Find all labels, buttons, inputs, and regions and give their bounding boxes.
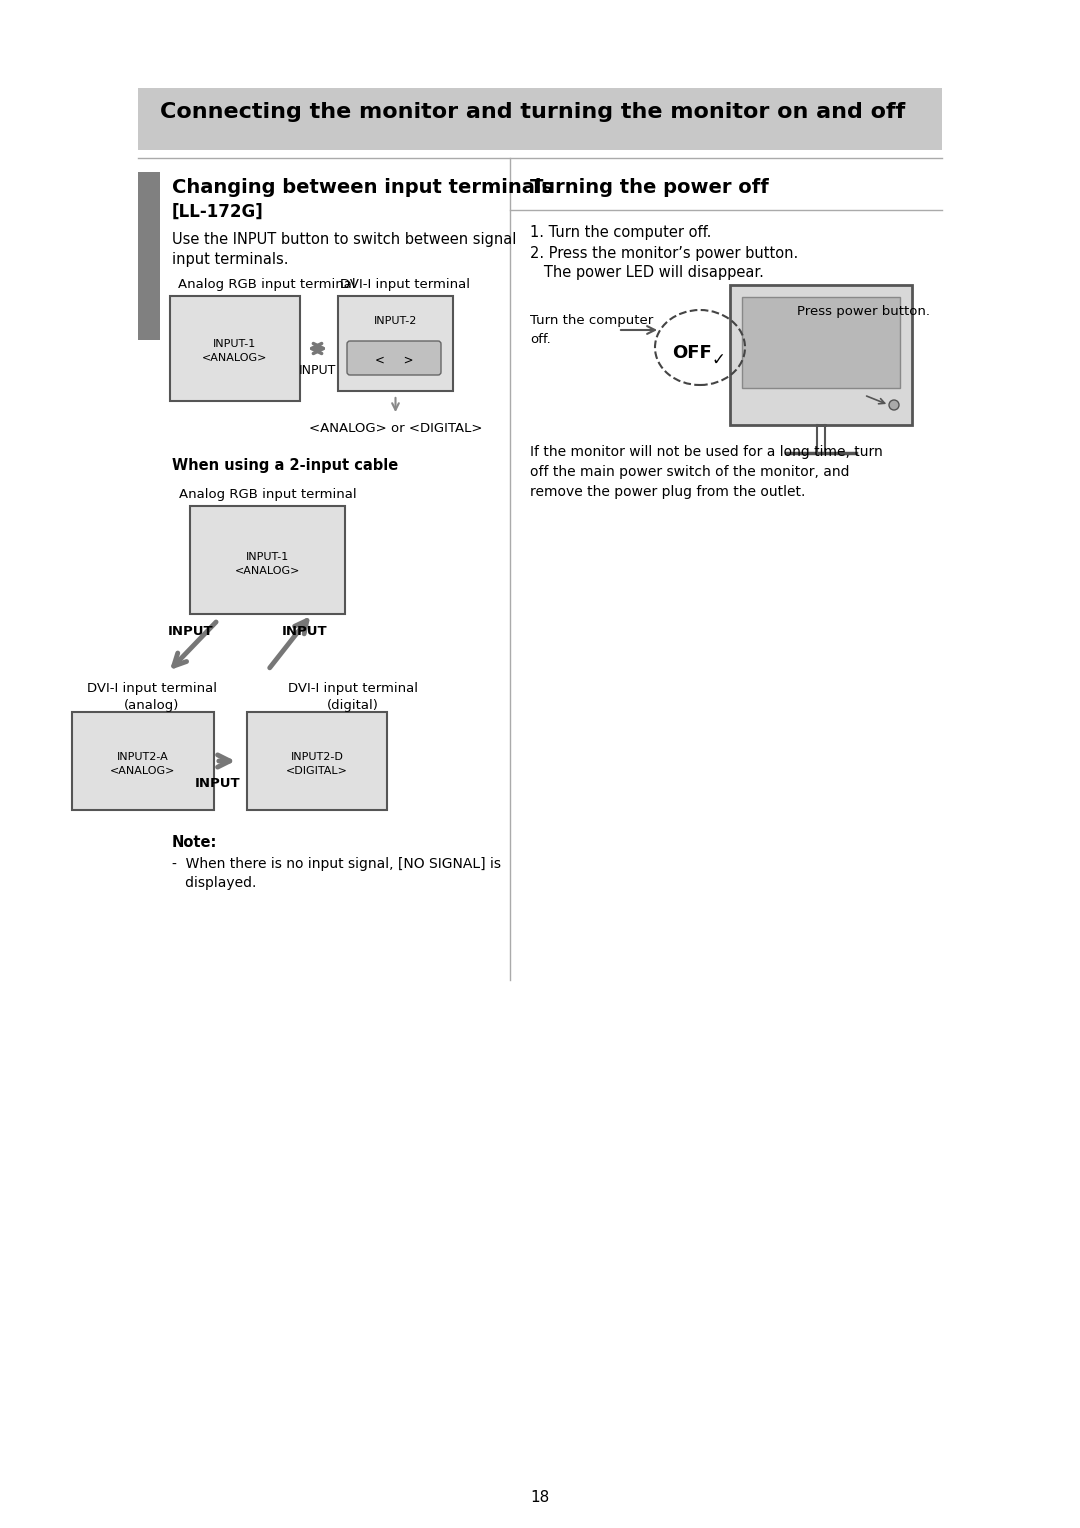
Bar <box>72 712 214 810</box>
Text: INPUT2-D
<DIGITAL>: INPUT2-D <DIGITAL> <box>286 752 348 776</box>
Text: DVI-I input terminal
(digital): DVI-I input terminal (digital) <box>288 681 418 712</box>
Text: INPUT: INPUT <box>168 625 214 639</box>
Text: Changing between input terminals: Changing between input terminals <box>172 177 553 197</box>
Text: INPUT: INPUT <box>195 778 241 790</box>
Text: <ANALOG> or <DIGITAL>: <ANALOG> or <DIGITAL> <box>309 422 483 435</box>
Text: INPUT-2: INPUT-2 <box>374 316 417 325</box>
Text: -  When there is no input signal, [NO SIGNAL] is: - When there is no input signal, [NO SIG… <box>172 857 501 871</box>
Text: 18: 18 <box>530 1490 550 1505</box>
Text: 1. Turn the computer off.: 1. Turn the computer off. <box>530 225 712 240</box>
Text: off.: off. <box>530 333 551 345</box>
Bar <box>138 89 942 150</box>
Text: The power LED will disappear.: The power LED will disappear. <box>530 264 764 280</box>
Text: DVI-I input terminal: DVI-I input terminal <box>340 278 470 290</box>
Bar <box>170 296 300 400</box>
Text: ✓: ✓ <box>711 350 725 368</box>
Text: OFF: OFF <box>672 344 712 362</box>
Text: off the main power switch of the monitor, and: off the main power switch of the monitor… <box>530 465 850 478</box>
Text: Use the INPUT button to switch between signal: Use the INPUT button to switch between s… <box>172 232 516 248</box>
Text: DVI-I input terminal
(analog): DVI-I input terminal (analog) <box>87 681 217 712</box>
Text: [LL-172G]: [LL-172G] <box>172 203 264 222</box>
Text: Turning the power off: Turning the power off <box>530 177 769 197</box>
Text: INPUT: INPUT <box>282 625 327 639</box>
Text: Connecting the monitor and turning the monitor on and off: Connecting the monitor and turning the m… <box>160 102 905 122</box>
Bar <box>338 296 453 391</box>
Bar <box>730 286 912 425</box>
Text: 2. Press the monitor’s power button.: 2. Press the monitor’s power button. <box>530 246 798 261</box>
Bar <box>742 296 900 388</box>
Text: Analog RGB input terminal: Analog RGB input terminal <box>178 278 355 290</box>
Bar <box>190 506 345 614</box>
Text: Press power button.: Press power button. <box>797 306 930 318</box>
Text: INPUT-1
<ANALOG>: INPUT-1 <ANALOG> <box>202 339 268 364</box>
Text: displayed.: displayed. <box>172 876 256 889</box>
Text: <     >: < > <box>375 353 414 367</box>
FancyBboxPatch shape <box>347 341 441 374</box>
Text: INPUT: INPUT <box>298 364 336 376</box>
Text: Turn the computer: Turn the computer <box>530 313 653 327</box>
Bar <box>247 712 387 810</box>
Text: If the monitor will not be used for a long time, turn: If the monitor will not be used for a lo… <box>530 445 882 458</box>
Text: INPUT-1
<ANALOG>: INPUT-1 <ANALOG> <box>234 552 300 576</box>
Circle shape <box>889 400 899 410</box>
Bar <box>138 173 160 341</box>
Text: Note:: Note: <box>172 834 217 850</box>
Text: remove the power plug from the outlet.: remove the power plug from the outlet. <box>530 484 806 500</box>
Text: When using a 2-input cable: When using a 2-input cable <box>172 458 399 474</box>
Text: Analog RGB input terminal: Analog RGB input terminal <box>179 487 356 501</box>
Text: INPUT2-A
<ANALOG>: INPUT2-A <ANALOG> <box>110 752 176 776</box>
Text: input terminals.: input terminals. <box>172 252 288 267</box>
